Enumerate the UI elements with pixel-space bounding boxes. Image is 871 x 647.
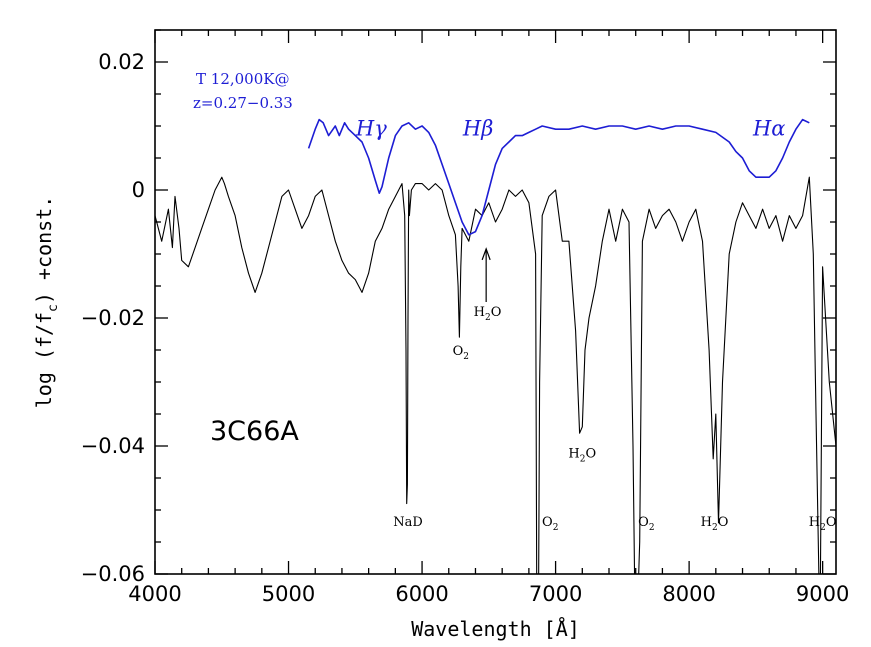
- tick-labels: 4000 5000 6000 7000 8000 9000 0.02 0 −0.02 −0.04 −…: [81, 50, 850, 606]
- absorption-label-sub: 2: [649, 523, 655, 533]
- plot-area: [155, 118, 836, 574]
- plot-frame: [154, 29, 837, 575]
- model-spectrum-line: [307, 118, 810, 236]
- absorption-label-sub: 2: [820, 523, 826, 533]
- absorption-label: O2: [638, 515, 654, 533]
- observed-spectrum-line: [155, 176, 836, 574]
- absorption-label: H2O: [809, 515, 837, 533]
- x-tick-label: 8000: [662, 582, 715, 606]
- absorption-label: H2O: [701, 515, 729, 533]
- absorption-label-tail: O: [585, 447, 596, 462]
- absorption-label-tail: O: [718, 515, 729, 530]
- absorption-label-tail: O: [826, 515, 837, 530]
- y-axis-title-main: log (f/f: [32, 312, 56, 408]
- y-axis-title: log (f/fc) +const.: [32, 196, 61, 409]
- balmer-line-label: Hβ: [462, 117, 493, 141]
- x-tick-label: 9000: [796, 582, 849, 606]
- y-axis-title-sub: c: [46, 304, 61, 312]
- object-label: 3C66A: [210, 416, 299, 447]
- absorption-label-text: H: [701, 515, 712, 530]
- absorption-label-text: O: [453, 344, 464, 359]
- absorption-label-sub: 2: [580, 455, 586, 465]
- absorption-label: O2: [453, 344, 469, 362]
- absorption-label-sub: 2: [712, 523, 718, 533]
- x-tick-label: 7000: [529, 582, 582, 606]
- model-label-line1: T 12,000K@: [196, 70, 289, 88]
- y-tick-label: 0: [132, 178, 145, 202]
- absorption-label-text: O: [638, 515, 649, 530]
- x-axis-title: Wavelength [Å]: [411, 617, 580, 641]
- absorption-label-sub: 2: [553, 523, 559, 533]
- y-tick-label: −0.02: [81, 306, 145, 330]
- absorption-label: H2O: [474, 305, 502, 323]
- arrow-head: [481, 247, 491, 261]
- y-tick-label: 0.02: [98, 50, 145, 74]
- absorption-label-tail: O: [491, 305, 502, 320]
- absorption-label-text: H: [809, 515, 820, 530]
- absorption-label: H2O: [568, 447, 596, 465]
- absorption-label-text: H: [568, 447, 579, 462]
- x-tick-label: 5000: [262, 582, 315, 606]
- absorption-label: NaD: [393, 515, 423, 530]
- balmer-line-label: Hγ: [355, 117, 387, 141]
- y-tick-label: −0.06: [81, 562, 145, 586]
- x-tick-label: 4000: [128, 582, 181, 606]
- absorption-label-text: H: [474, 305, 485, 320]
- absorption-label-sub: 2: [485, 313, 491, 323]
- absorption-label-sub: 2: [463, 352, 469, 362]
- y-axis-title-tail: ) +const.: [32, 196, 56, 304]
- balmer-line-label: Hα: [752, 117, 786, 141]
- absorption-label-text: O: [542, 515, 553, 530]
- absorption-label: O2: [542, 515, 558, 533]
- model-label-line2: z=0.27−0.33: [193, 94, 293, 112]
- absorption-label-text: NaD: [393, 515, 423, 530]
- x-tick-label: 6000: [395, 582, 448, 606]
- y-tick-label: −0.04: [81, 434, 145, 458]
